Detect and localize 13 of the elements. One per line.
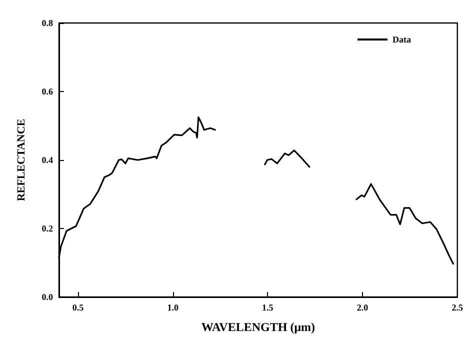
x-tick-label: 2.0 bbox=[356, 302, 369, 312]
x-tick-label: 1.5 bbox=[262, 302, 274, 312]
x-tick-label: 1.0 bbox=[167, 302, 179, 312]
y-tick-label: 0.8 bbox=[42, 18, 54, 28]
y-tick-label: 0.4 bbox=[42, 155, 54, 165]
y-axis-title: REFLECTANCE bbox=[16, 118, 28, 202]
y-tick-label: 0.0 bbox=[42, 292, 54, 302]
legend-label: Data bbox=[392, 34, 412, 44]
x-tick-label: 2.5 bbox=[452, 302, 464, 312]
y-tick-label: 0.6 bbox=[42, 86, 54, 96]
x-axis-title: WAVELENGTH (μm) bbox=[201, 320, 315, 334]
y-tick-label: 0.2 bbox=[42, 224, 54, 234]
x-tick-label: 0.5 bbox=[72, 302, 84, 312]
